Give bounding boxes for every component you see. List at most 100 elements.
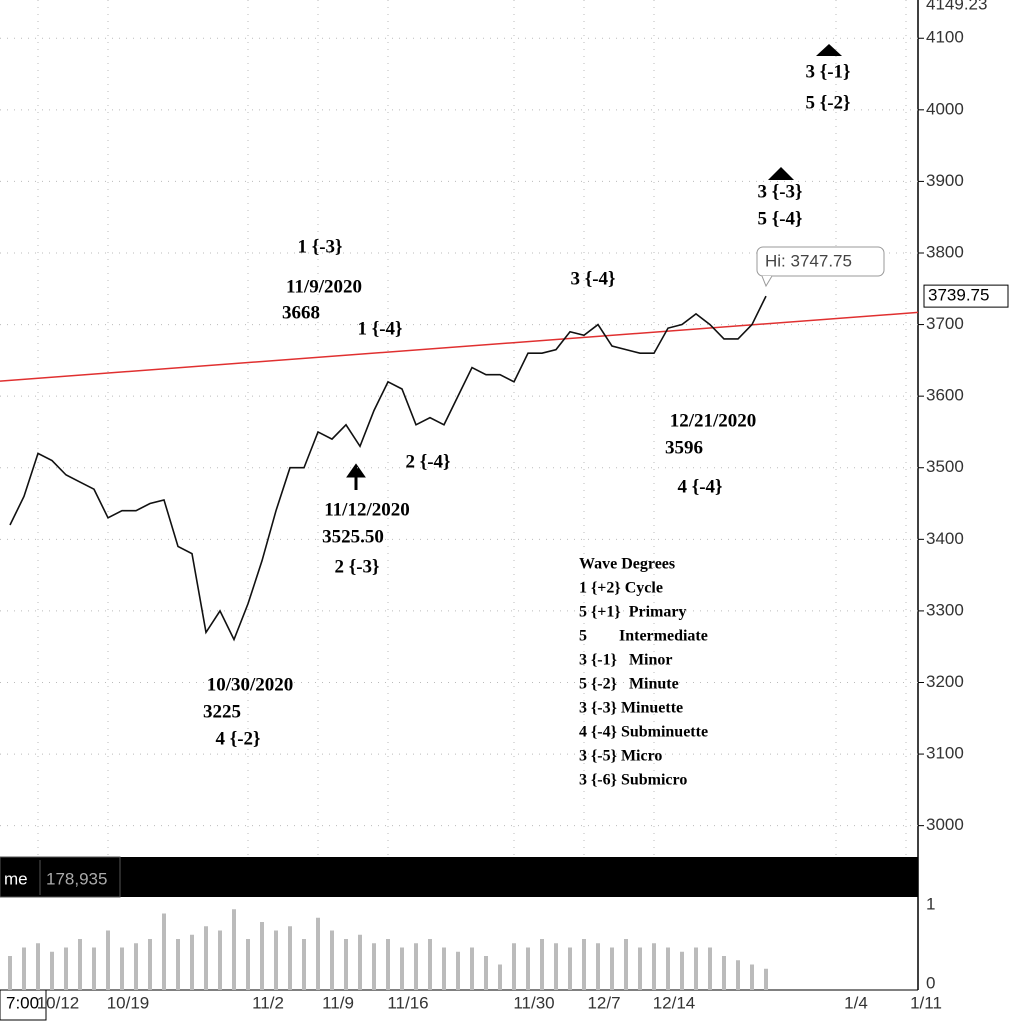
volume-bar [162,913,166,990]
y-tick-label: 3600 [926,386,964,405]
volume-bar [64,947,68,990]
volume-header-box [0,856,121,898]
triangle [768,167,794,180]
arrow [346,463,366,490]
volume-bar [316,917,320,990]
volume-bar [484,956,488,990]
y-tick-label: 3700 [926,314,964,333]
legend-item: 5 {-2} Minute [579,676,679,693]
volume-bar [302,939,306,990]
volume-bar [554,943,558,990]
volume-bar [386,939,390,990]
annotation: 3225 [203,701,241,722]
volume-bar [428,939,432,990]
time-label: 7:00 [6,993,39,1012]
trendline [0,311,919,382]
volume-bar [204,926,208,990]
volume-bar [736,960,740,990]
x-tick-label: 11/30 [513,993,554,1012]
y-tick-label: 3000 [926,815,964,834]
triangle [816,44,842,56]
volume-bar [750,964,754,990]
price-tag-label: 3739.75 [928,286,989,305]
y-tick-label: 3400 [926,529,964,548]
volume-bar [526,947,530,990]
volume-bar [708,947,712,990]
high-label: Hi: 3747.75 [765,251,852,270]
volume-bar [624,939,628,990]
annotation: 4 {-2} [215,728,260,749]
volume-bar [470,947,474,990]
volume-tick-label: 0 [926,973,935,992]
annotation: 10/30/2020 [207,674,294,695]
volume-bar [694,947,698,990]
volume-bar [596,943,600,990]
volume-bar [134,943,138,990]
y-tick-label: 4100 [926,28,964,47]
volume-bar [764,968,768,990]
volume-bar [568,947,572,990]
legend-item: 3 {-1} Minor [579,652,672,669]
y-tick-label: 3300 [926,600,964,619]
volume-bar [330,930,334,990]
y-top-label: 4149.23 [926,0,987,13]
volume-bar [190,934,194,990]
annotation: 3 {-1} [805,61,850,82]
annotation: 3596 [665,437,703,458]
legend-item: 3 {-5} Micro [579,748,662,765]
volume-bar [638,947,642,990]
y-tick-label: 3900 [926,171,964,190]
volume-bar [372,943,376,990]
x-tick-label: 1/11 [910,993,942,1012]
annotation: 5 {-2} [805,92,850,113]
volume-tick-label: 1 [926,894,935,913]
x-tick-label: 11/9 [322,993,354,1012]
legend-title: Wave Degrees [579,556,675,573]
annotation: 1 {-4} [357,318,402,339]
volume-bar [540,939,544,990]
annotation: 2 {-3} [334,556,379,577]
annotation: 11/12/2020 [324,499,410,520]
annotation: 11/9/2020 [286,276,362,297]
high-box [756,246,885,277]
y-tick-label: 3100 [926,744,964,763]
volume-last: 178,935 [46,869,107,888]
x-tick-label: 10/19 [107,993,150,1012]
volume-label: me [4,869,28,888]
x-tick-label: 11/16 [387,993,428,1012]
annotation: 4 {-4} [677,476,722,497]
volume-bar [666,947,670,990]
volume-bar [92,947,96,990]
volume-bar [8,956,12,990]
y-tick-label: 3500 [926,457,964,476]
legend-item: 3 {-3} Minuette [579,700,683,717]
volume-bar [610,947,614,990]
x-tick-label: 10/12 [37,993,80,1012]
y-tick-label: 3800 [926,242,964,261]
volume-bar [36,943,40,990]
volume-bar [106,930,110,990]
volume-bar [176,939,180,990]
volume-bar [680,951,684,990]
volume-bar [232,909,236,990]
legend-item: 1 {+2} Cycle [579,580,663,597]
volume-bar [652,943,656,990]
annotation: 5 {-4} [757,208,802,229]
annotation: 2 {-4} [405,451,450,472]
x-tick-label: 12/7 [587,993,620,1012]
price-tag [923,284,1009,308]
volume-bar [344,939,348,990]
legend-item: 3 {-6} Submicro [579,772,687,789]
volume-bar [582,939,586,990]
volume-header [0,857,918,897]
price-line [9,295,767,642]
volume-bar [148,939,152,990]
volume-bar [120,947,124,990]
annotation: 12/21/2020 [670,410,757,431]
x-tick-label: 1/4 [844,993,868,1012]
annotation: 1 {-3} [297,236,342,257]
y-tick-label: 3200 [926,672,964,691]
legend-item: 4 {-4} Subminuette [579,724,708,741]
